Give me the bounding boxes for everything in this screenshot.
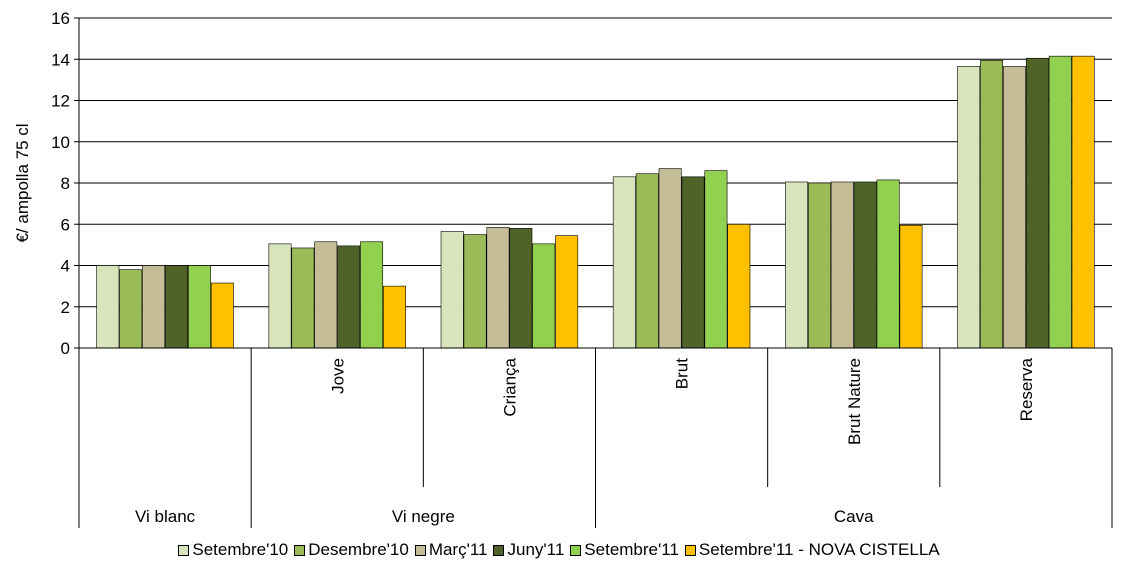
legend-swatch (294, 544, 306, 556)
bar (681, 176, 705, 349)
legend-label: Març'11 (428, 540, 488, 559)
bar (291, 247, 315, 349)
y-tick-label: 4 (61, 257, 70, 276)
legend-item: Març'11 (414, 540, 488, 560)
legend-item: Desembre'10 (294, 540, 409, 560)
bar (440, 231, 464, 349)
bar (268, 243, 292, 349)
group-label: Vi blanc (135, 507, 196, 526)
y-tick-label: 12 (51, 92, 70, 111)
category-label: Brut Nature (845, 358, 864, 445)
category-label: Reserva (1017, 357, 1036, 421)
legend-swatch (684, 544, 696, 556)
y-tick-label: 8 (61, 174, 70, 193)
bar (337, 245, 361, 349)
legend-swatch (493, 544, 505, 556)
bar (980, 59, 1004, 349)
bar (210, 282, 234, 349)
legend-label: Setembre'10 (192, 540, 289, 559)
category-label: Brut (673, 358, 692, 389)
bar (853, 181, 877, 349)
group-label: Cava (834, 507, 874, 526)
y-tick-label: 2 (61, 298, 70, 317)
bar (532, 243, 556, 349)
bar (165, 265, 188, 349)
category-label: Criança (500, 357, 519, 416)
bar (1048, 55, 1072, 349)
category-label: Jove (328, 358, 347, 394)
y-tick-label: 14 (51, 50, 70, 69)
legend-item: Setembre'11 - NOVA CISTELLA (684, 540, 940, 560)
legend-label: Setembre'11 (584, 540, 679, 559)
legend-item: Setembre'10 (178, 540, 288, 560)
legend-item: Juny'11 (493, 540, 564, 560)
legend-swatch (570, 544, 582, 556)
axes (74, 17, 1113, 528)
y-tick-label: 10 (51, 133, 70, 152)
group-label: Vi negre (392, 507, 455, 526)
bar (704, 170, 728, 349)
bar (612, 176, 636, 349)
bar (658, 168, 682, 349)
y-tick-label: 16 (51, 9, 70, 28)
y-tick-label: 6 (61, 215, 70, 234)
legend: Setembre'10 Desembre'10 Març'11 Juny'11 Sete… (0, 540, 1124, 560)
bar (509, 228, 533, 349)
y-tick-labels: 0 2 4 6 8 10 12 14 16 (51, 9, 70, 358)
bar (1003, 66, 1026, 349)
bar (957, 66, 981, 349)
bar (486, 227, 510, 349)
bar (142, 265, 166, 349)
bar (785, 181, 808, 349)
bar (830, 181, 854, 349)
bar (899, 224, 923, 349)
legend-label: Desembre'10 (308, 540, 409, 559)
gridlines (79, 17, 1112, 308)
y-axis-label: €/ ampolla 75 cl (13, 123, 32, 242)
bars (96, 55, 1095, 349)
bar (1071, 55, 1095, 349)
bar-chart: 0 2 4 6 8 10 12 14 16 Vi blanc Jove Criança Vi negr… (13, 9, 1113, 528)
category-labels: Vi blanc Jove Criança Vi negre Brut Brut Natu… (135, 357, 1036, 526)
bar (383, 285, 406, 349)
bar (360, 241, 384, 349)
bar (314, 241, 338, 349)
bar (187, 265, 211, 349)
bar (555, 235, 579, 349)
legend-item: Setembre'11 (570, 540, 679, 560)
bar (1025, 57, 1049, 349)
legend-label: Juny'11 (507, 540, 565, 559)
legend-swatch (414, 544, 426, 556)
bar (807, 182, 831, 349)
bar (727, 223, 751, 349)
legend-swatch (178, 544, 190, 556)
bar (119, 269, 143, 349)
bar (463, 234, 487, 349)
y-tick-label: 0 (61, 339, 70, 358)
bar (635, 173, 659, 349)
bar (876, 179, 900, 349)
bar (96, 265, 120, 349)
legend-label: Setembre'11 - NOVA CISTELLA (698, 540, 940, 559)
